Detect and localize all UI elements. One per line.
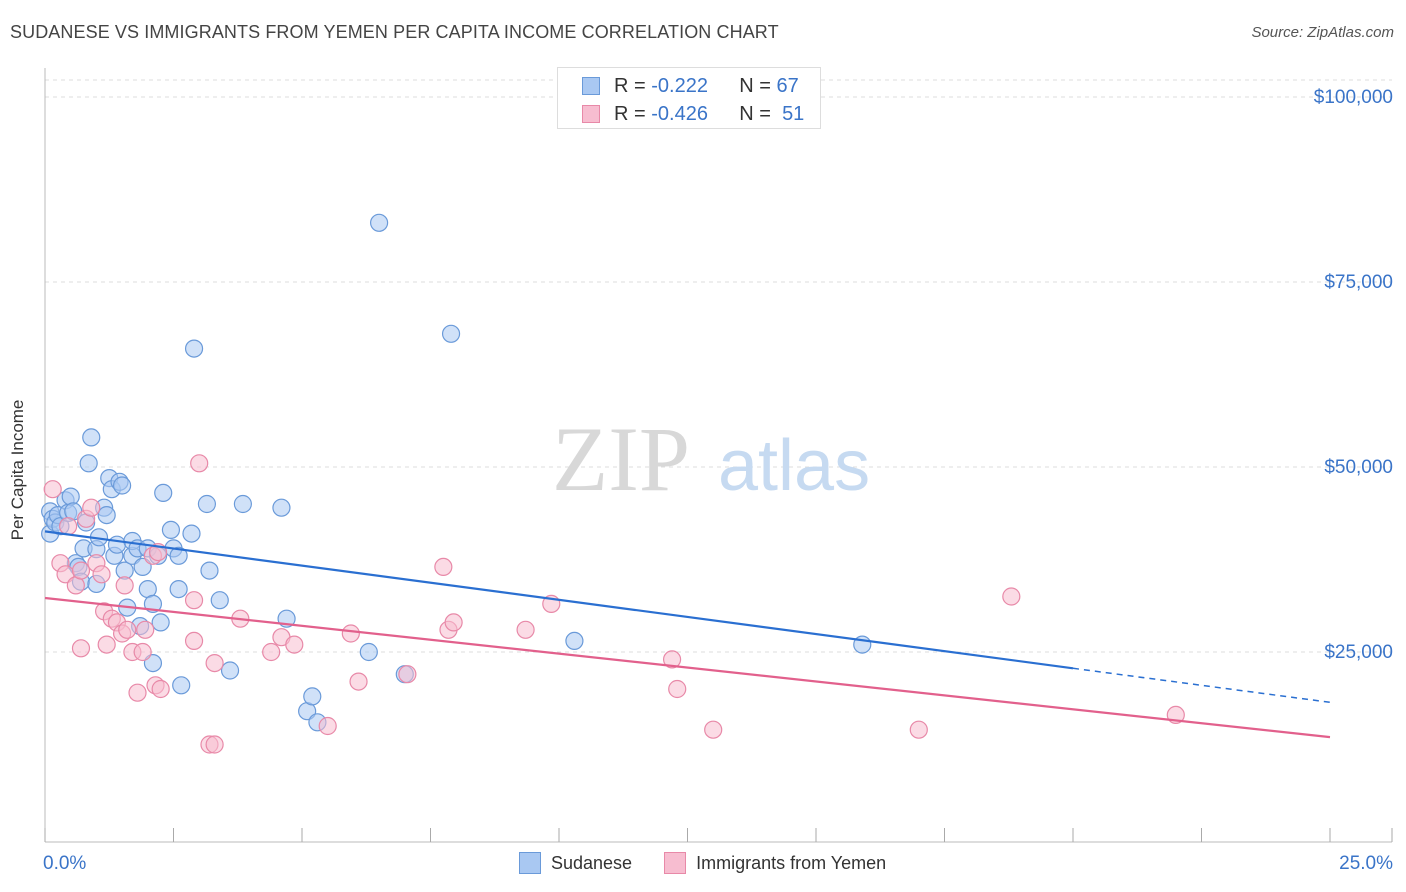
yemen-point <box>136 620 155 639</box>
watermark-zip: ZIP <box>552 408 690 510</box>
yemen-point <box>349 672 368 691</box>
n-value: 51 <box>782 102 805 125</box>
y-tick-label: $75,000 <box>1324 272 1393 293</box>
yemen-point <box>97 635 116 654</box>
watermark-atlas: atlas <box>718 426 870 506</box>
r-label: R = <box>614 74 646 97</box>
source-label: Source: ZipAtlas.com <box>1251 24 1394 41</box>
yemen-point <box>434 557 453 577</box>
yemen-point <box>128 683 147 702</box>
legend-label: Immigrants from Yemen <box>696 852 887 873</box>
n-label: N = <box>739 102 771 125</box>
grid-layer <box>45 79 1392 653</box>
sudanese-point <box>565 631 584 651</box>
yemen-point <box>43 480 62 499</box>
yemen-point <box>262 642 281 662</box>
sudanese-point <box>303 687 322 706</box>
yemen-point <box>205 653 224 673</box>
yemen-point <box>668 679 687 699</box>
yemen-point <box>92 565 111 584</box>
stats-legend: R = -0.222 N = 67 R = -0.426 N = 51 <box>557 67 821 129</box>
yemen-point <box>71 639 91 658</box>
yemen-point <box>205 735 224 754</box>
stats-row-yemen: R = -0.426 N = 51 <box>582 102 804 126</box>
yemen-point <box>444 613 463 632</box>
yemen-point <box>909 720 928 739</box>
x-tick-label: 25.0% <box>1339 853 1393 874</box>
yemen-point <box>184 631 204 651</box>
sudanese-point <box>220 661 240 680</box>
sudanese-point <box>210 591 229 610</box>
sudanese-point <box>370 213 389 232</box>
legend-label: Sudanese <box>551 852 633 873</box>
y-tick-label: $25,000 <box>1324 642 1393 663</box>
yemen-point <box>184 591 204 610</box>
sudanese-point <box>359 642 378 662</box>
yemen-point <box>704 720 723 739</box>
sudanese-trend-extension <box>1072 667 1331 704</box>
sudanese-swatch <box>582 77 600 95</box>
yemen-point <box>1002 587 1021 606</box>
sudanese-point <box>151 613 170 632</box>
sudanese-swatch <box>519 852 541 874</box>
sudanese-point <box>197 494 217 514</box>
sudanese-trend-line <box>44 530 1074 670</box>
sudanese-point <box>184 339 204 358</box>
yemen-point <box>71 561 91 580</box>
x-tick-label: 0.0% <box>43 853 86 874</box>
yemen-swatch <box>664 852 687 874</box>
y-tick-label: $50,000 <box>1324 457 1393 478</box>
sudanese-point <box>61 487 80 506</box>
sudanese-point <box>161 520 181 540</box>
yemen-point <box>118 620 137 639</box>
legend-item-yemen[interactable]: Immigrants from Yemen <box>664 852 886 874</box>
yemen-point <box>59 517 78 536</box>
yemen-point <box>133 642 152 662</box>
sudanese-point <box>200 561 219 580</box>
chart-title: SUDANESE VS IMMIGRANTS FROM YEMEN PER CA… <box>10 22 779 42</box>
r-label: R = <box>614 102 646 125</box>
sudanese-point <box>133 557 152 577</box>
sudanese-point <box>79 454 98 473</box>
sudanese-point <box>172 676 191 695</box>
yemen-point <box>318 716 337 736</box>
n-value: 67 <box>776 74 799 97</box>
yemen-swatch <box>582 105 600 123</box>
y-tick-label: $100,000 <box>1314 87 1393 108</box>
tick-label-layer: $25,000 $50,000 $75,000 $100,000 0.0% 25.0% <box>43 87 1393 874</box>
yemen-point <box>285 635 304 654</box>
y-axis-label: Per Capita Income <box>8 399 27 541</box>
legend-item-sudanese[interactable]: Sudanese <box>519 852 632 874</box>
sudanese-point <box>143 653 163 673</box>
yemen-point <box>662 650 682 669</box>
sudanese-point <box>82 428 101 447</box>
series-legend: Sudanese Immigrants from Yemen <box>519 852 918 874</box>
yemen-trend-line <box>44 596 1331 739</box>
sudanese-point <box>169 546 188 565</box>
yemen-point <box>82 498 101 517</box>
r-value: -0.426 <box>651 102 708 125</box>
yemen-point <box>516 620 535 639</box>
trend-layer <box>44 530 1331 739</box>
r-value: -0.222 <box>651 74 708 97</box>
sudanese-point <box>154 483 173 502</box>
sudanese-point <box>107 535 127 554</box>
yemen-point <box>151 679 170 699</box>
yemen-point <box>341 624 360 643</box>
sudanese-point <box>97 505 116 525</box>
sudanese-point <box>169 579 188 599</box>
axis-layer <box>44 68 1393 843</box>
yemen-point <box>398 665 417 684</box>
n-label: N = <box>739 74 771 97</box>
stats-row-sudanese: R = -0.222 N = 67 <box>582 74 799 98</box>
sudanese-point <box>182 524 201 543</box>
sudanese-point <box>112 476 132 495</box>
sudanese-point <box>441 324 461 343</box>
yemen-point <box>190 454 209 473</box>
watermark: ZIP atlas <box>552 408 870 510</box>
sudanese-point <box>233 494 252 514</box>
sudanese-point <box>272 498 291 517</box>
yemen-point <box>115 576 134 595</box>
